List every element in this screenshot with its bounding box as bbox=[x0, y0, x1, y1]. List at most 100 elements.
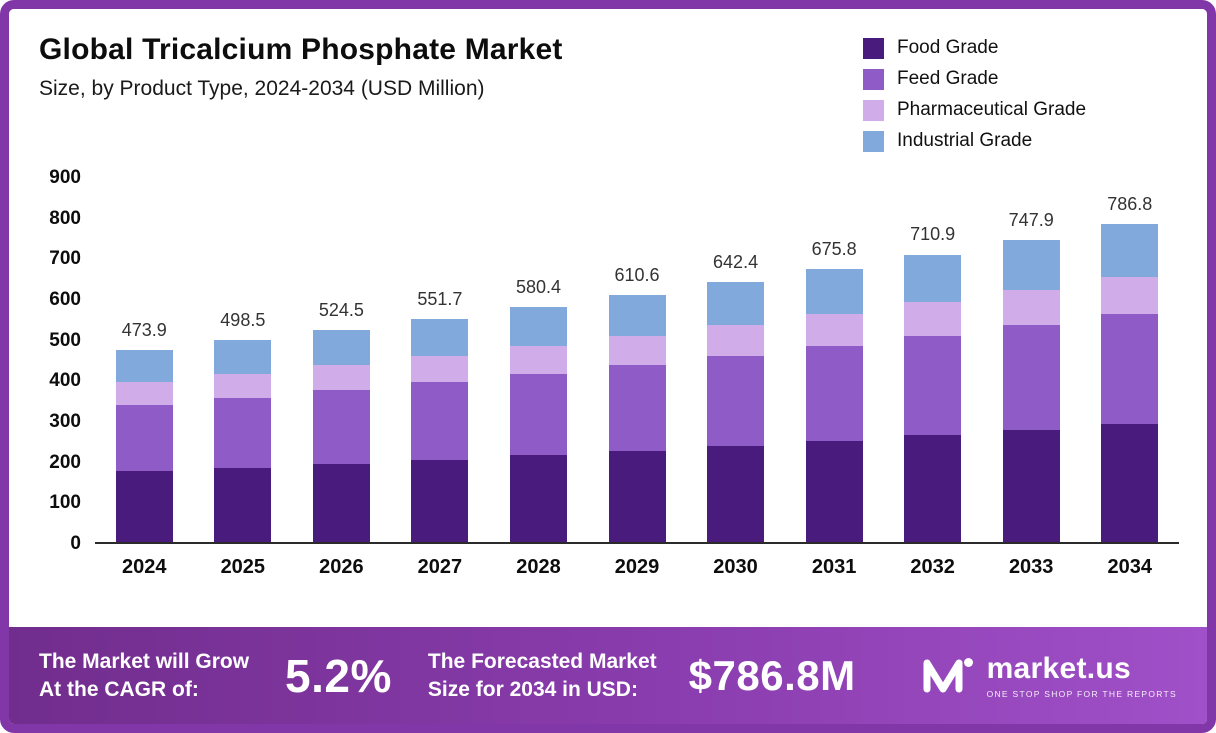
bar-segment-feed-grade[interactable] bbox=[115, 404, 173, 472]
cagr-caption: The Market will Grow At the CAGR of: bbox=[39, 648, 249, 703]
legend-item-industrial-grade: Industrial Grade bbox=[863, 130, 1163, 152]
y-axis-tick: 600 bbox=[49, 289, 81, 310]
bar-total-label: 580.4 bbox=[515, 277, 561, 298]
cagr-caption-line2: At the CAGR of: bbox=[39, 677, 199, 701]
bar-segment-industrial-grade[interactable] bbox=[312, 329, 370, 366]
bar-segment-pharmaceutical-grade[interactable] bbox=[1101, 276, 1159, 314]
bar-segment-industrial-grade[interactable] bbox=[805, 268, 863, 315]
forecast-caption-line1: The Forecasted Market bbox=[427, 650, 657, 674]
forecast-caption: The Forecasted Market Size for 2034 in U… bbox=[428, 648, 657, 703]
stacked-bar-2031[interactable] bbox=[805, 178, 863, 542]
forecast-value: $786.8M bbox=[688, 651, 856, 699]
legend-swatch bbox=[863, 37, 884, 59]
stacked-bar-2033[interactable] bbox=[1002, 178, 1060, 542]
plot-area: 473.9 498.5 524.5 551.7 580.4 610.6 642.4 675.8… bbox=[95, 178, 1179, 544]
bar-segment-industrial-grade[interactable] bbox=[115, 350, 173, 383]
bar-segment-food-grade[interactable] bbox=[805, 440, 863, 542]
footer-banner: The Market will Grow At the CAGR of: 5.2… bbox=[9, 627, 1207, 724]
bar-segment-pharmaceutical-grade[interactable] bbox=[1002, 289, 1060, 325]
bar-segment-industrial-grade[interactable] bbox=[904, 254, 962, 303]
title-block: Global Tricalcium Phosphate Market Size,… bbox=[39, 33, 563, 152]
bar-total-label: 710.9 bbox=[910, 224, 956, 245]
bar-total-label: 551.7 bbox=[417, 288, 463, 309]
legend-label: Food Grade bbox=[897, 37, 999, 58]
bar-column-2028: 580.4 bbox=[489, 178, 588, 542]
bar-segment-pharmaceutical-grade[interactable] bbox=[115, 382, 173, 405]
y-axis-tick: 400 bbox=[49, 370, 81, 392]
legend: Food Grade Feed Grade Pharmaceutical Grade… bbox=[863, 37, 1163, 152]
y-axis-tick: 0 bbox=[70, 533, 81, 554]
stacked-bar-2027[interactable] bbox=[411, 178, 469, 542]
stacked-bar-2032[interactable] bbox=[904, 178, 962, 542]
bar-segment-feed-grade[interactable] bbox=[312, 389, 370, 464]
chart-subtitle: Size, by Product Type, 2024-2034 (USD Mi… bbox=[39, 77, 485, 100]
bar-segment-pharmaceutical-grade[interactable] bbox=[214, 374, 272, 398]
bar-segment-industrial-grade[interactable] bbox=[707, 282, 765, 326]
market-us-logo: market.us ONE STOP SHOP FOR THE REPORTS bbox=[921, 650, 1177, 701]
market-us-logo-icon bbox=[921, 650, 975, 701]
bar-segment-food-grade[interactable] bbox=[1101, 424, 1159, 542]
bar-segment-industrial-grade[interactable] bbox=[608, 295, 666, 337]
stacked-bar-2026[interactable] bbox=[312, 178, 370, 542]
stacked-bar-2030[interactable] bbox=[707, 178, 765, 542]
bar-segment-pharmaceutical-grade[interactable] bbox=[509, 346, 567, 374]
bar-segment-pharmaceutical-grade[interactable] bbox=[411, 356, 469, 383]
stacked-bar-chart: 0 100 200 300 400 500 600 700 800 900 473.9 498.5 5… bbox=[9, 167, 1207, 593]
stacked-bar-2025[interactable] bbox=[214, 178, 272, 542]
bar-segment-feed-grade[interactable] bbox=[1002, 324, 1060, 430]
bar-segment-industrial-grade[interactable] bbox=[1002, 239, 1060, 290]
legend-swatch bbox=[863, 130, 884, 152]
x-axis: 2024 2025 2026 2027 2028 2029 2030 2031 2032 2033… bbox=[95, 556, 1179, 579]
bar-segment-pharmaceutical-grade[interactable] bbox=[608, 336, 666, 365]
stacked-bar-2028[interactable] bbox=[509, 178, 567, 542]
bar-segment-pharmaceutical-grade[interactable] bbox=[312, 365, 370, 390]
bar-segment-food-grade[interactable] bbox=[1002, 429, 1060, 542]
forecast-caption-line2: Size for 2034 in USD: bbox=[427, 677, 638, 701]
legend-item-pharmaceutical-grade: Pharmaceutical Grade bbox=[863, 99, 1163, 121]
bar-segment-food-grade[interactable] bbox=[608, 450, 666, 542]
y-axis-tick: 300 bbox=[49, 411, 81, 432]
cagr-caption-line1: The Market will Grow bbox=[39, 650, 250, 674]
stacked-bar-2024[interactable] bbox=[115, 178, 173, 542]
bar-segment-industrial-grade[interactable] bbox=[214, 340, 272, 375]
stacked-bar-2034[interactable] bbox=[1101, 178, 1159, 542]
bar-total-label: 786.8 bbox=[1107, 193, 1153, 214]
x-axis-label-2026: 2026 bbox=[319, 556, 364, 578]
bar-segment-food-grade[interactable] bbox=[115, 471, 173, 542]
bar-segment-food-grade[interactable] bbox=[411, 459, 469, 542]
bar-total-label: 473.9 bbox=[121, 320, 167, 341]
bar-segment-pharmaceutical-grade[interactable] bbox=[805, 314, 863, 346]
legend-label: Pharmaceutical Grade bbox=[897, 99, 1087, 120]
x-axis-label-2031: 2031 bbox=[811, 556, 857, 578]
x-axis-label-2027: 2027 bbox=[417, 556, 463, 578]
x-axis-label-2028: 2028 bbox=[516, 556, 561, 578]
bar-segment-industrial-grade[interactable] bbox=[1101, 223, 1159, 277]
bar-total-label: 675.8 bbox=[811, 238, 857, 259]
x-axis-label-2030: 2030 bbox=[713, 556, 758, 578]
bar-segment-industrial-grade[interactable] bbox=[509, 307, 567, 347]
bar-segment-food-grade[interactable] bbox=[904, 435, 962, 542]
bar-column-2030: 642.4 bbox=[686, 178, 785, 542]
bar-segment-industrial-grade[interactable] bbox=[411, 318, 469, 357]
brand-tagline: ONE STOP SHOP FOR THE REPORTS bbox=[986, 689, 1177, 699]
bar-segment-feed-grade[interactable] bbox=[608, 364, 666, 451]
bar-segment-feed-grade[interactable] bbox=[707, 355, 765, 446]
bar-segment-food-grade[interactable] bbox=[509, 455, 567, 542]
bar-segment-feed-grade[interactable] bbox=[509, 373, 567, 456]
bar-segment-feed-grade[interactable] bbox=[411, 382, 469, 460]
y-axis-tick: 500 bbox=[49, 329, 81, 351]
bar-segment-feed-grade[interactable] bbox=[904, 335, 962, 436]
bar-segment-feed-grade[interactable] bbox=[805, 345, 863, 441]
bar-segment-feed-grade[interactable] bbox=[214, 397, 272, 468]
bar-segment-pharmaceutical-grade[interactable] bbox=[904, 302, 962, 336]
bar-segment-feed-grade[interactable] bbox=[1101, 313, 1159, 425]
bar-segment-food-grade[interactable] bbox=[214, 467, 272, 542]
chart-card: Global Tricalcium Phosphate Market Size,… bbox=[9, 9, 1207, 627]
bar-segment-food-grade[interactable] bbox=[312, 463, 370, 542]
bar-segment-food-grade[interactable] bbox=[707, 445, 765, 542]
y-axis-tick: 100 bbox=[49, 492, 81, 514]
x-axis-label-2034: 2034 bbox=[1107, 556, 1152, 578]
stacked-bar-2029[interactable] bbox=[608, 178, 666, 542]
bar-segment-pharmaceutical-grade[interactable] bbox=[707, 325, 765, 356]
